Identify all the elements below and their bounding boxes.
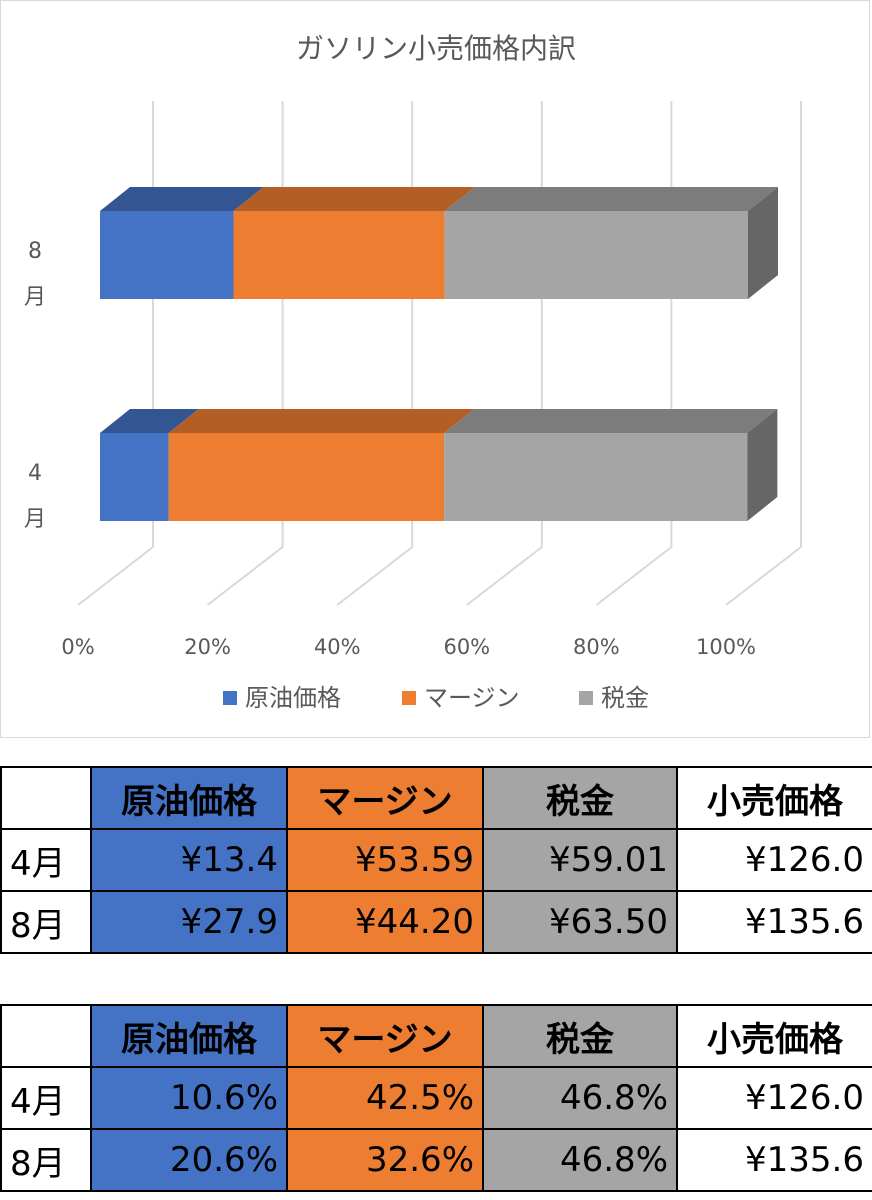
margin-price-cell: ¥53.59 bbox=[286, 828, 484, 892]
category-label: 月 bbox=[24, 507, 46, 532]
price-table-header-row: 原油価格 マージン 税金 小売価格 bbox=[0, 766, 872, 830]
margin-share-cell: 32.6% bbox=[286, 1128, 484, 1192]
legend-label: 税金 bbox=[601, 684, 649, 712]
table-row: 8月 20.6% 32.6% 46.8% ¥135.6 bbox=[0, 1128, 872, 1192]
table-row: 4月 ¥13.4 ¥53.59 ¥59.01 ¥126.0 bbox=[0, 828, 872, 892]
legend-swatch bbox=[579, 691, 593, 705]
gridline bbox=[336, 101, 414, 606]
tax-price-cell: ¥63.50 bbox=[482, 890, 678, 954]
margin-price-cell: ¥44.20 bbox=[286, 890, 484, 954]
gridline bbox=[77, 101, 154, 606]
bar-segment bbox=[168, 433, 445, 521]
table-row: 8月 ¥27.9 ¥44.20 ¥63.50 ¥135.6 bbox=[0, 890, 872, 954]
category-label: 8 bbox=[28, 239, 42, 264]
price-header-crude: 原油価格 bbox=[90, 766, 288, 830]
price-header-retail: 小売価格 bbox=[676, 766, 872, 830]
category-label: 4 bbox=[28, 461, 42, 486]
crude-share-cell: 10.6% bbox=[90, 1066, 288, 1130]
x-tick-label: 80% bbox=[573, 635, 620, 659]
share-table-header-row: 原油価格 マージン 税金 小売価格 bbox=[0, 1004, 872, 1068]
bar-top-face bbox=[168, 409, 475, 433]
bar-segment bbox=[233, 211, 445, 299]
bar-segment bbox=[100, 211, 234, 299]
bar-segment bbox=[100, 433, 169, 521]
bar-side-face bbox=[747, 409, 778, 521]
x-tick-label: 20% bbox=[184, 635, 231, 659]
share-header-empty bbox=[0, 1004, 92, 1068]
gridline bbox=[466, 101, 543, 606]
price-header-tax: 税金 bbox=[482, 766, 678, 830]
share-table: 原油価格 マージン 税金 小売価格 4月 10.6% 42.5% 46.8% ¥… bbox=[0, 1004, 872, 1192]
share-header-retail: 小売価格 bbox=[676, 1004, 872, 1068]
share-header-tax: 税金 bbox=[482, 1004, 678, 1068]
legend-swatch bbox=[402, 691, 416, 705]
row-label: 4月 bbox=[0, 1066, 92, 1130]
category-label: 月 bbox=[24, 285, 46, 310]
legend-label: 原油価格 bbox=[245, 684, 341, 712]
bar-top-face bbox=[233, 187, 475, 211]
gridline bbox=[725, 101, 802, 606]
bar-top-face bbox=[444, 187, 778, 211]
legend-label: マージン bbox=[424, 684, 520, 712]
price-header-empty bbox=[0, 766, 92, 830]
retail-price-cell: ¥135.6 bbox=[676, 1128, 872, 1192]
gridline bbox=[206, 101, 284, 606]
crude-share-cell: 20.6% bbox=[90, 1128, 288, 1192]
x-tick-label: 100% bbox=[696, 635, 756, 659]
row-label: 8月 bbox=[0, 890, 92, 954]
gridline bbox=[595, 101, 673, 606]
share-header-margin: マージン bbox=[286, 1004, 484, 1068]
price-header-margin: マージン bbox=[286, 766, 484, 830]
bar-segment bbox=[444, 433, 748, 521]
row-label: 8月 bbox=[0, 1128, 92, 1192]
crude-price-cell: ¥13.4 bbox=[90, 828, 288, 892]
table-row: 4月 10.6% 42.5% 46.8% ¥126.0 bbox=[0, 1066, 872, 1130]
margin-share-cell: 42.5% bbox=[286, 1066, 484, 1130]
retail-price-cell: ¥135.6 bbox=[676, 890, 872, 954]
share-header-crude: 原油価格 bbox=[90, 1004, 288, 1068]
bar-top-face bbox=[100, 409, 199, 433]
chart-frame: ガソリン小売価格内訳 0% 20% 40% 60% 80% 100% 8 月 4 月原油価格 マージン… bbox=[0, 0, 870, 738]
row-label: 4月 bbox=[0, 828, 92, 892]
chart-title: ガソリン小売価格内訳 bbox=[296, 32, 576, 65]
tax-share-cell: 46.8% bbox=[482, 1128, 678, 1192]
x-tick-label: 0% bbox=[61, 635, 94, 659]
x-tick-label: 60% bbox=[443, 635, 490, 659]
tax-share-cell: 46.8% bbox=[482, 1066, 678, 1130]
bar-segment bbox=[444, 211, 748, 299]
price-table: 原油価格 マージン 税金 小売価格 4月 ¥13.4 ¥53.59 ¥59.01… bbox=[0, 766, 872, 954]
crude-price-cell: ¥27.9 bbox=[90, 890, 288, 954]
bar-top-face bbox=[444, 409, 778, 433]
tax-price-cell: ¥59.01 bbox=[482, 828, 678, 892]
retail-price-cell: ¥126.0 bbox=[676, 828, 872, 892]
bar-side-face bbox=[748, 187, 778, 299]
retail-price-cell: ¥126.0 bbox=[676, 1066, 872, 1130]
bar-top-face bbox=[100, 187, 264, 211]
legend-swatch bbox=[223, 691, 237, 705]
x-tick-label: 40% bbox=[314, 635, 361, 659]
